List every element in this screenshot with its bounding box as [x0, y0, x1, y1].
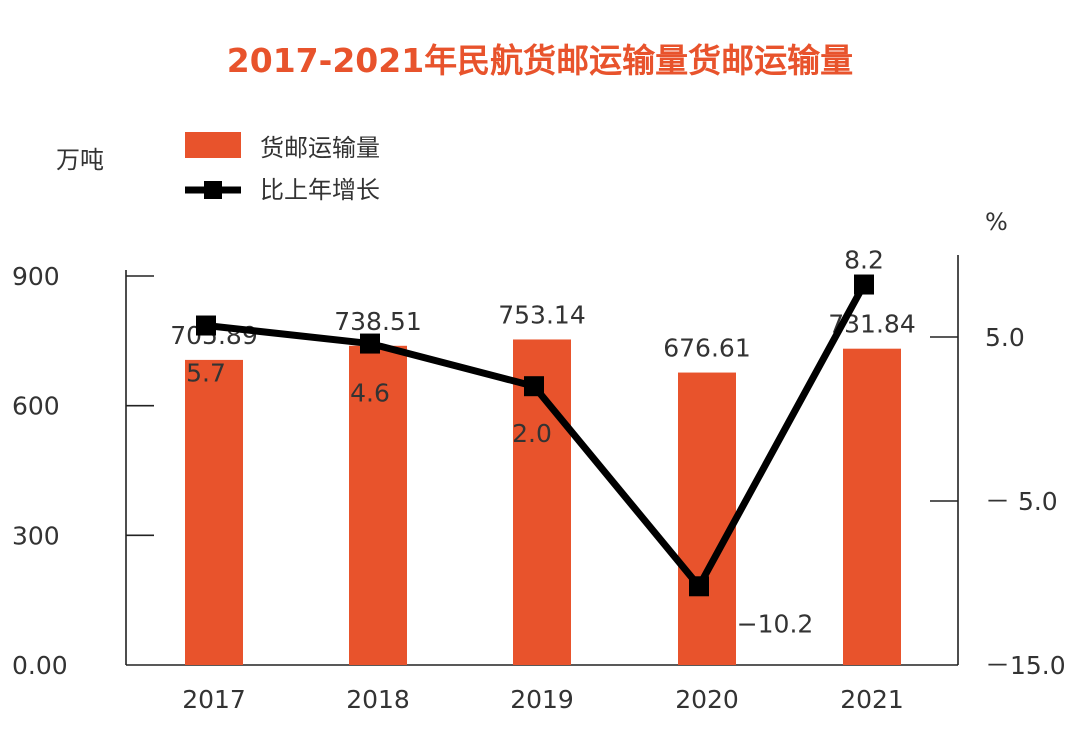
right-tick-label: 5.0	[985, 323, 1025, 352]
left-axis-unit: 万吨	[56, 146, 104, 174]
legend-bar-swatch	[185, 132, 241, 158]
bar-value-label: 738.51	[334, 307, 421, 336]
growth-value-label: 2.0	[512, 419, 552, 448]
bar	[678, 372, 736, 665]
growth-value-label: 4.6	[350, 379, 390, 408]
x-tick-label: 2020	[675, 685, 739, 714]
growth-value-label: 8.2	[844, 246, 884, 275]
legend-bar-label: 货邮运输量	[260, 134, 380, 162]
left-tick-label: 600	[12, 392, 60, 421]
growth-value-label: −10.2	[737, 609, 814, 638]
bar-value-label: 753.14	[498, 300, 585, 329]
growth-value-label: 5.7	[186, 359, 226, 388]
right-axis-unit: %	[985, 208, 1008, 236]
left-tick-label: 300	[12, 521, 60, 550]
legend-line-marker	[204, 181, 222, 199]
bar	[185, 359, 243, 665]
x-tick-label: 2017	[182, 685, 246, 714]
growth-marker	[360, 333, 380, 354]
growth-marker	[689, 576, 709, 597]
chart-title: 2017-2021年民航货邮运输量货邮运输量	[226, 41, 854, 80]
right-tick-label: － 5.0	[985, 487, 1058, 516]
bar	[843, 348, 901, 665]
right-tick-label: －15.0	[985, 651, 1066, 680]
x-tick-label: 2019	[510, 685, 574, 714]
x-tick-label: 2018	[346, 685, 410, 714]
growth-marker	[524, 376, 544, 397]
x-tick-label: 2021	[840, 685, 904, 714]
growth-marker	[854, 274, 874, 295]
growth-marker	[196, 315, 216, 336]
bar-value-label: 676.61	[663, 334, 750, 363]
bar	[349, 345, 407, 665]
left-tick-label: 900	[12, 262, 60, 291]
left-tick-label: 0.00	[12, 651, 68, 680]
legend-line-label: 比上年增长	[260, 176, 380, 204]
